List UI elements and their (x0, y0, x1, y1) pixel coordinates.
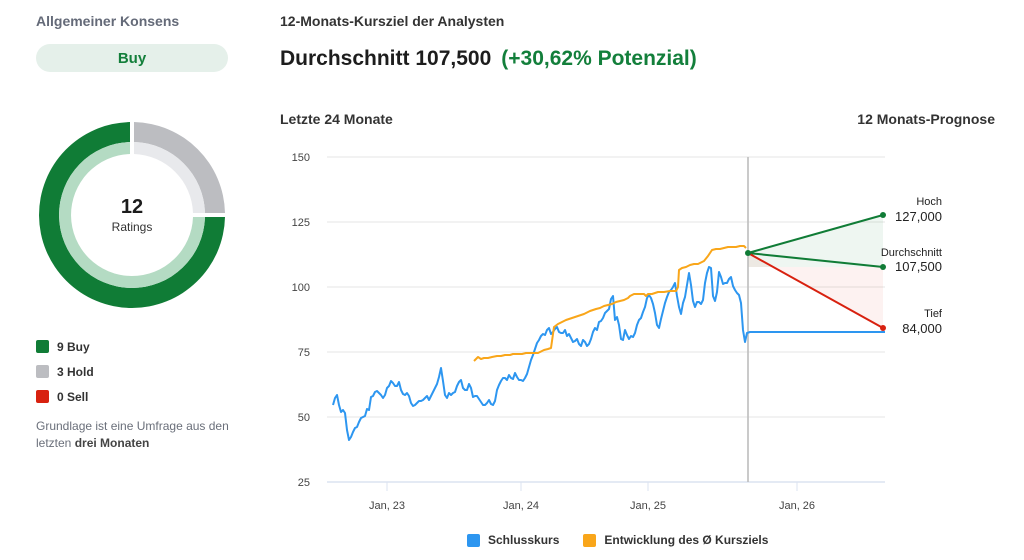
forecast-start-point (745, 250, 751, 256)
consensus-title: Allgemeiner Konsens (36, 13, 180, 29)
forecast-low-line (747, 252, 884, 329)
legend-label-buy: 9 Buy (57, 339, 90, 354)
y-tick-label: 125 (292, 217, 310, 229)
forecast-average-point[interactable] (880, 264, 886, 270)
ratings-label: Ratings (111, 220, 153, 234)
target-section-title: 12-Monats-Kursziel der Analysten (280, 13, 505, 29)
survey-note-text: Grundlage ist eine Umfrage aus den letzt… (36, 419, 229, 450)
forecast-low-value: 84,000 (902, 321, 942, 336)
legend-label-hold: 3 Hold (57, 364, 94, 379)
legend-item-target-development[interactable]: Entwicklung des Ø Kursziels (583, 533, 768, 547)
y-tick-label: 25 (298, 477, 310, 489)
series-close-price-line (332, 266, 885, 441)
x-tick-label: Jan, 26 (779, 500, 815, 512)
legend-item-close-price[interactable]: Schlusskurs (467, 533, 559, 547)
forecast-average-line (747, 252, 884, 268)
forecast-average-label: Durchschnitt (881, 247, 942, 259)
donut-segment-hold (134, 122, 225, 213)
y-gridlines (327, 156, 885, 418)
history-label: Letzte 24 Monate (280, 111, 393, 127)
survey-note-period: drei Monaten (74, 436, 150, 450)
y-axis-labels: 150 125 100 75 50 25 (292, 152, 310, 489)
forecast-high-line (747, 214, 884, 254)
legend-item-buy: 9 Buy (36, 334, 94, 359)
x-tick-label: Jan, 25 (630, 500, 666, 512)
donut-center-label: 12 Ratings (36, 196, 228, 234)
x-tick-label: Jan, 23 (369, 500, 405, 512)
legend-label-target-development: Entwicklung des Ø Kursziels (604, 533, 769, 547)
ratings-count: 12 (120, 196, 144, 218)
ratings-legend: 9 Buy 3 Hold 0 Sell (36, 334, 94, 409)
buy-swatch-icon (36, 340, 49, 353)
legend-item-sell: 0 Sell (36, 384, 94, 409)
ratings-donut-chart (39, 122, 226, 308)
forecast-average-value: 107,500 (895, 259, 942, 274)
forecast-upper-area (748, 215, 883, 267)
legend-label-sell: 0 Sell (57, 389, 89, 404)
x-tick-label: Jan, 24 (503, 500, 539, 512)
y-tick-label: 100 (292, 282, 310, 294)
target-headline: Durchschnitt 107,500 (+30,62% Potenzial) (280, 47, 697, 71)
average-target-value: Durchschnitt 107,500 (280, 47, 492, 70)
sell-swatch-icon (36, 390, 49, 403)
y-tick-label: 50 (298, 412, 310, 424)
hold-swatch-icon (36, 365, 49, 378)
forecast-low-label: Tief (924, 308, 943, 320)
consensus-rating-badge: Buy (36, 44, 228, 72)
y-tick-label: 75 (298, 347, 310, 359)
target-swatch-icon (583, 533, 597, 547)
x-axis-labels: Jan, 23 Jan, 24 Jan, 25 Jan, 26 (369, 500, 815, 512)
survey-note: Grundlage ist eine Umfrage aus den letzt… (36, 418, 236, 452)
forecast-low-point[interactable] (880, 325, 886, 331)
forecast-high-point[interactable] (880, 212, 886, 218)
y-tick-label: 150 (292, 152, 310, 164)
legend-label-close-price: Schlusskurs (488, 533, 560, 547)
chart-legend: Schlusskurs Entwicklung des Ø Kursziels (467, 533, 792, 547)
x-ticks (386, 482, 798, 491)
series-target-line (473, 245, 747, 362)
legend-item-hold: 3 Hold (36, 359, 94, 384)
potential-percentage: (+30,62% Potenzial) (501, 47, 697, 70)
forecast-high-label: Hoch (916, 196, 942, 208)
close-price-swatch-icon (467, 533, 480, 547)
forecast-label: 12 Monats-Prognose (857, 111, 995, 127)
forecast-high-value: 127,000 (895, 209, 942, 224)
